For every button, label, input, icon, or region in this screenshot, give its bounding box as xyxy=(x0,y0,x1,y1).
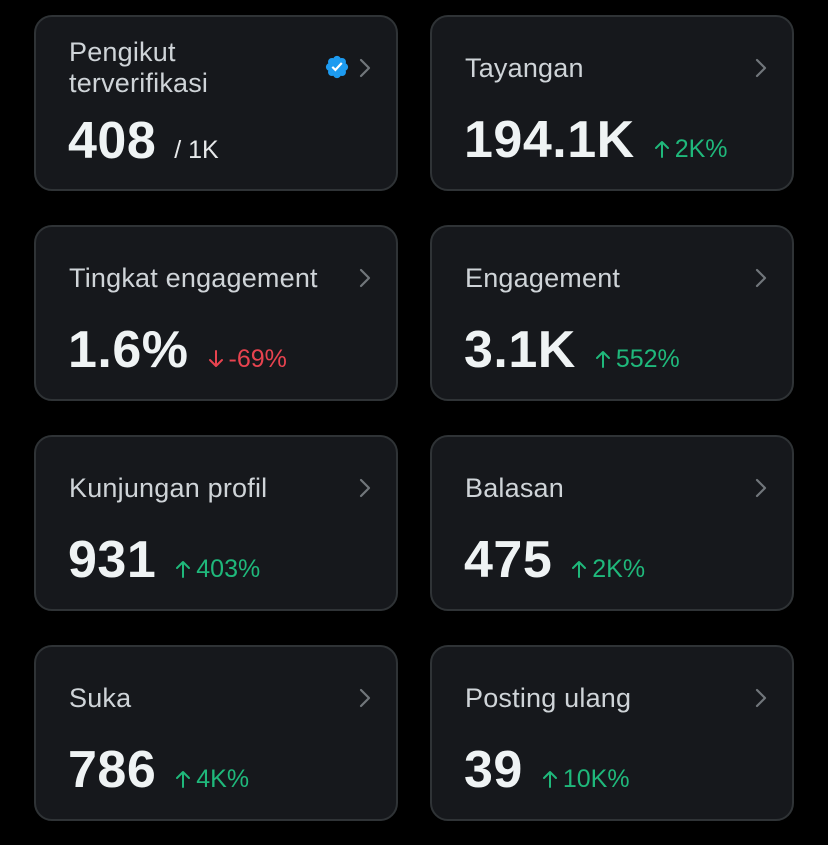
chevron-right-icon xyxy=(354,477,376,499)
stat-value-row: 475 2K% xyxy=(464,530,645,590)
chevron-right-icon xyxy=(750,267,772,289)
stat-change-value: 552% xyxy=(615,345,680,373)
stat-change-value: 2K% xyxy=(592,555,646,583)
stat-value: 931 xyxy=(68,531,157,589)
stat-change: -69% xyxy=(207,345,287,374)
chevron-right-icon xyxy=(750,57,772,79)
stat-change-value: 403% xyxy=(196,555,261,583)
stat-label: Kunjungan profil xyxy=(69,473,268,503)
stat-value: 786 xyxy=(68,741,157,799)
stat-label: Posting ulang xyxy=(465,683,632,713)
stat-card-profile-visits[interactable]: Kunjungan profil 931 403% xyxy=(34,435,398,611)
stat-label: Tayangan xyxy=(465,53,584,83)
stat-value: 1.6% xyxy=(68,321,189,379)
stat-value: 194.1K xyxy=(464,111,635,169)
chevron-right-icon xyxy=(750,477,772,499)
stat-card-engagement-rate[interactable]: Tingkat engagement 1.6% -69% xyxy=(34,225,398,401)
stat-change-value: -69% xyxy=(228,345,287,373)
chevron-right-icon xyxy=(750,687,772,709)
stat-change: 2K% xyxy=(653,135,728,164)
stat-value: 39 xyxy=(464,741,523,799)
stat-change-value: 10K% xyxy=(562,765,630,793)
stat-value: 475 xyxy=(464,531,553,589)
stat-value: 3.1K xyxy=(464,321,576,379)
stat-value-row: 194.1K 2K% xyxy=(464,110,728,170)
arrow-up-icon xyxy=(174,769,192,789)
stat-change-value: 2K% xyxy=(674,135,728,163)
stat-value-row: 3.1K 552% xyxy=(464,320,680,380)
stat-card-impressions[interactable]: Tayangan 194.1K 2K% xyxy=(430,15,794,191)
stat-change: 552% xyxy=(594,345,680,374)
stat-denominator: / 1K xyxy=(174,136,219,164)
arrow-up-icon xyxy=(174,559,192,579)
stat-value-row: 931 403% xyxy=(68,530,260,590)
stat-card-verified-followers[interactable]: Pengikut terverifikasi 408 / 1K xyxy=(34,15,398,191)
stat-change-value: 4K% xyxy=(196,765,250,793)
stat-value-row: 408 / 1K xyxy=(68,111,219,171)
arrow-up-icon xyxy=(653,139,671,159)
chevron-right-icon xyxy=(354,687,376,709)
arrow-down-icon xyxy=(207,349,225,369)
stat-card-replies[interactable]: Balasan 475 2K% xyxy=(430,435,794,611)
stat-label: Tingkat engagement xyxy=(69,263,318,293)
stat-card-likes[interactable]: Suka 786 4K% xyxy=(34,645,398,821)
stat-value-row: 1.6% -69% xyxy=(68,320,287,380)
stat-change: 2K% xyxy=(570,555,645,584)
stat-value-row: 39 10K% xyxy=(464,740,630,800)
stat-card-reposts[interactable]: Posting ulang 39 10K% xyxy=(430,645,794,821)
stat-label: Balasan xyxy=(465,473,564,503)
stat-change: 10K% xyxy=(541,765,630,794)
chevron-right-icon xyxy=(354,57,376,79)
stat-change: 403% xyxy=(174,555,260,584)
arrow-up-icon xyxy=(541,769,559,789)
arrow-up-icon xyxy=(570,559,588,579)
stat-change: 4K% xyxy=(174,765,249,794)
stat-card-engagements[interactable]: Engagement 3.1K 552% xyxy=(430,225,794,401)
chevron-right-icon xyxy=(354,267,376,289)
stat-value: 408 xyxy=(68,112,157,170)
arrow-up-icon xyxy=(594,349,612,369)
stats-grid: Pengikut terverifikasi 408 / 1K Tayangan… xyxy=(34,15,794,821)
verified-badge-icon xyxy=(324,54,350,80)
stat-label: Engagement xyxy=(465,263,621,293)
stat-label: Pengikut terverifikasi xyxy=(69,37,209,98)
stat-value-row: 786 4K% xyxy=(68,740,249,800)
stat-label: Suka xyxy=(69,683,132,713)
